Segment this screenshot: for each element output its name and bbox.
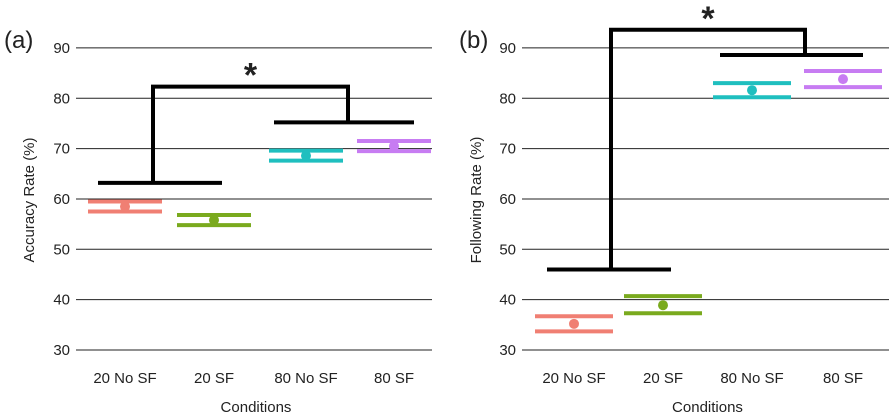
y-tick-label: 40 (499, 292, 516, 309)
mean-point (209, 215, 219, 226)
y-axis-title: Accuracy Rate (%) (21, 137, 38, 262)
panel-label: (a) (4, 27, 33, 54)
x-tick-label: 20 No SF (93, 370, 156, 387)
y-tick-label: 50 (499, 241, 516, 258)
x-tick-label: 80 SF (374, 370, 414, 387)
y-tick-label: 80 (499, 90, 516, 107)
panel-label: (b) (459, 27, 488, 54)
y-tick-label: 90 (499, 40, 516, 57)
y-axis-title: Following Rate (%) (468, 137, 485, 264)
y-tick-label: 70 (53, 141, 70, 158)
significance-star: * (244, 57, 258, 95)
y-tick-label: 40 (53, 292, 70, 309)
x-tick-label: 80 No SF (720, 370, 783, 387)
mean-point (747, 85, 757, 96)
y-tick-label: 90 (53, 40, 70, 57)
x-tick-label: 20 No SF (542, 370, 605, 387)
y-tick-label: 30 (499, 342, 516, 359)
mean-point (658, 300, 668, 311)
x-axis-title: Conditions (672, 399, 743, 416)
y-tick-label: 60 (499, 191, 516, 208)
y-tick-label: 30 (53, 342, 70, 359)
y-tick-label: 60 (53, 191, 70, 208)
x-tick-label: 80 SF (823, 370, 863, 387)
x-axis-title: Conditions (221, 399, 292, 416)
y-tick-label: 80 (53, 90, 70, 107)
mean-point (389, 141, 399, 152)
mean-point (569, 318, 579, 329)
mean-point (301, 150, 311, 161)
significance-bracket (151, 84, 350, 183)
mean-point (838, 74, 848, 85)
x-tick-label: 20 SF (643, 370, 683, 387)
x-tick-label: 80 No SF (274, 370, 337, 387)
mean-point (120, 201, 130, 212)
y-tick-label: 70 (499, 141, 516, 158)
x-tick-label: 20 SF (194, 370, 234, 387)
significance-star: * (701, 0, 715, 38)
significance-bracket (609, 27, 807, 270)
y-tick-label: 50 (53, 241, 70, 258)
